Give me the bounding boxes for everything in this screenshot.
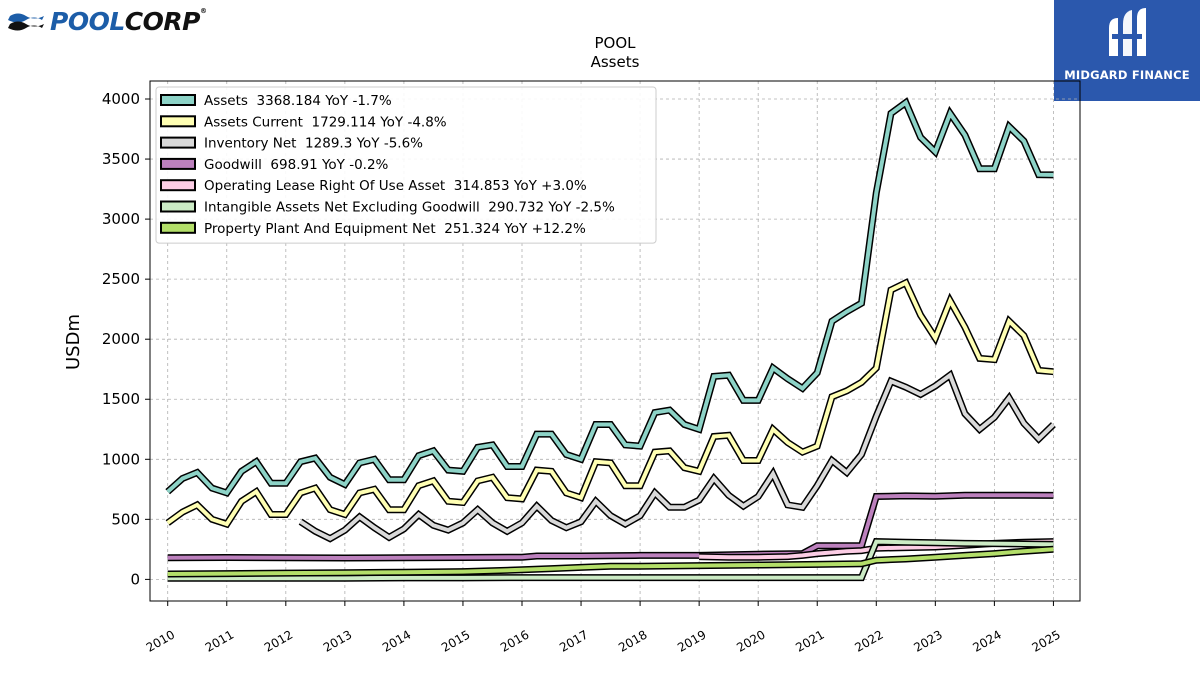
chart-title: POOL <box>594 34 636 52</box>
legend-item: Goodwill 698.91 YoY -0.2% <box>160 157 389 173</box>
x-tick-label: 2016 <box>498 627 531 654</box>
legend-swatch <box>160 221 196 234</box>
y-tick-label: 1000 <box>102 450 140 468</box>
chart-subtitle: Assets <box>591 53 640 71</box>
x-tick-label: 2019 <box>675 627 708 654</box>
x-tick-label: 2018 <box>616 627 649 654</box>
legend: Assets 3368.184 YoY -1.7% Assets Current … <box>155 86 657 244</box>
legend-label: Operating Lease Right Of Use Asset 314.8… <box>204 178 587 194</box>
y-tick-label: 1500 <box>102 390 140 408</box>
series-line <box>165 97 1054 498</box>
x-tick-label: 2012 <box>262 627 295 654</box>
x-tick-label: 2011 <box>203 627 236 654</box>
plot-frame <box>149 80 1081 602</box>
y-tick-label: 500 <box>111 510 140 528</box>
logo-wordmark: POOLCORP® <box>50 6 207 36</box>
y-tick-label: 3500 <box>102 150 140 168</box>
midgard-finance-badge: MIDGARD FINANCE <box>1054 0 1200 101</box>
poolcorp-logo: POOLCORP® <box>8 6 207 36</box>
legend-label: Property Plant And Equipment Net 251.324… <box>204 221 586 237</box>
legend-swatch <box>160 200 196 213</box>
logo-registered-mark: ® <box>199 6 207 15</box>
x-tick-label: 2023 <box>911 627 944 654</box>
series-line-core <box>166 99 1054 496</box>
y-tick-label: 0 <box>130 570 140 588</box>
legend-item: Assets Current 1729.114 YoY -4.8% <box>160 114 447 130</box>
legend-item: Intangible Assets Net Excluding Goodwill… <box>160 200 615 216</box>
x-tick-label: 2017 <box>557 627 590 654</box>
legend-item: Assets 3368.184 YoY -1.7% <box>160 93 392 109</box>
legend-label: Assets 3368.184 YoY -1.7% <box>204 93 392 109</box>
legend-swatch <box>160 179 196 192</box>
x-tick-label: 2021 <box>793 627 826 654</box>
y-axis-label: USDm <box>63 314 84 370</box>
series-line <box>165 278 1054 529</box>
midgard-logo-icon <box>1109 8 1146 56</box>
series-line <box>298 369 1056 543</box>
x-tick-label: 2010 <box>144 627 177 654</box>
legend-item: Operating Lease Right Of Use Asset 314.8… <box>160 178 587 194</box>
legend-swatch <box>160 136 196 149</box>
logo-wave-icon <box>8 13 44 31</box>
series-line <box>167 545 1054 578</box>
series-line-core <box>166 280 1054 527</box>
watermark-label: MIDGARD FINANCE <box>1064 68 1190 82</box>
series-line-core <box>167 547 1054 576</box>
x-tick-label: 2014 <box>380 627 413 654</box>
legend-label: Intangible Assets Net Excluding Goodwill… <box>204 200 615 216</box>
legend-swatch <box>160 94 196 106</box>
series-line-outline <box>165 278 1054 529</box>
y-tick-label: 2500 <box>102 270 140 288</box>
legend-label: Goodwill 698.91 YoY -0.2% <box>204 157 389 173</box>
x-tick-label: 2022 <box>852 627 885 654</box>
y-tick-label: 4000 <box>102 90 140 108</box>
legend-label: Assets Current 1729.114 YoY -4.8% <box>204 114 447 130</box>
legend-swatch <box>160 157 196 170</box>
logo-brand-primary: POOL <box>50 6 125 36</box>
y-tick-label: 3000 <box>102 210 140 228</box>
legend-box <box>155 86 657 244</box>
series-line-core <box>167 539 1054 581</box>
x-tick-label: 2024 <box>970 627 1003 654</box>
y-tick-label: 2000 <box>102 330 140 348</box>
logo-brand-secondary: CORP <box>124 6 201 36</box>
legend-label: Inventory Net 1289.3 YoY -5.6% <box>204 136 423 152</box>
x-tick-label: 2020 <box>734 627 767 654</box>
series-line-core <box>299 372 1055 541</box>
series-lines <box>165 97 1056 582</box>
series-line <box>167 538 1054 582</box>
legend-item: Property Plant And Equipment Net 251.324… <box>160 221 586 237</box>
x-tick-label: 2013 <box>321 627 354 654</box>
legend-item: Inventory Net 1289.3 YoY -5.6% <box>160 136 423 152</box>
x-tick-label: 2025 <box>1029 627 1062 654</box>
x-tick-label: 2015 <box>439 627 472 654</box>
legend-swatch <box>160 115 196 128</box>
